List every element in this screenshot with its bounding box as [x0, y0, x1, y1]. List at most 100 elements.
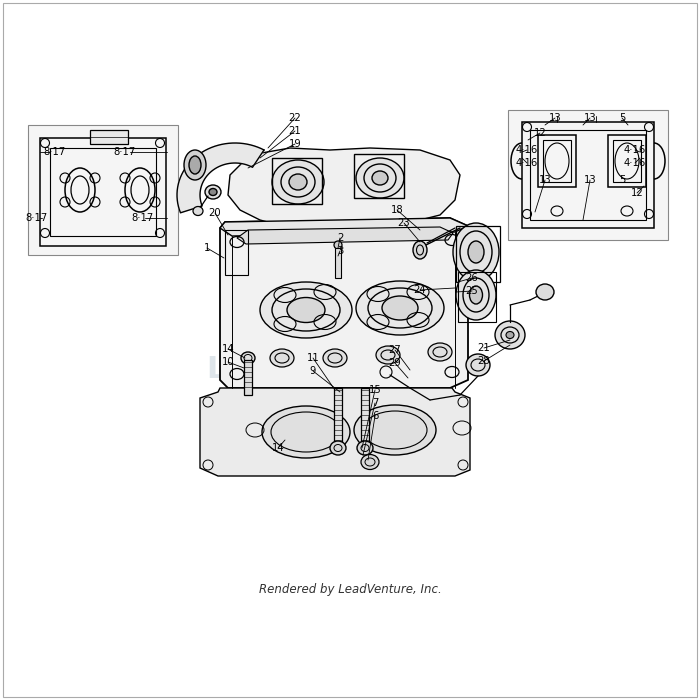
Ellipse shape — [453, 223, 499, 281]
Text: 22: 22 — [288, 113, 302, 123]
Ellipse shape — [506, 332, 514, 339]
Ellipse shape — [334, 241, 342, 249]
Bar — [608, 135, 646, 187]
Text: 13: 13 — [584, 175, 596, 185]
Text: 11: 11 — [307, 353, 319, 363]
Text: 27: 27 — [389, 345, 401, 355]
Text: 28: 28 — [477, 356, 490, 366]
Bar — [354, 154, 404, 198]
Text: 21: 21 — [477, 343, 491, 353]
Bar — [334, 388, 342, 446]
Text: 8·17: 8·17 — [44, 147, 66, 157]
Text: 9: 9 — [310, 366, 316, 376]
Text: 19: 19 — [288, 139, 302, 149]
Text: 4·16: 4·16 — [624, 158, 646, 168]
Text: 8·17: 8·17 — [25, 213, 47, 223]
Bar — [456, 226, 500, 282]
Bar — [458, 272, 496, 322]
Text: 12: 12 — [533, 128, 547, 138]
Text: LEADVENTURE: LEADVENTURE — [206, 356, 454, 384]
Text: 21: 21 — [288, 126, 302, 136]
Bar — [538, 135, 576, 187]
Text: 14: 14 — [222, 344, 235, 354]
Ellipse shape — [495, 321, 525, 349]
Ellipse shape — [189, 156, 201, 174]
Polygon shape — [220, 218, 468, 236]
Ellipse shape — [468, 241, 484, 263]
Ellipse shape — [456, 270, 496, 320]
Ellipse shape — [287, 298, 325, 323]
Bar — [28, 125, 178, 255]
Ellipse shape — [193, 206, 203, 216]
Polygon shape — [228, 148, 460, 230]
Text: 13: 13 — [549, 113, 561, 123]
Text: 4·16: 4·16 — [624, 145, 646, 155]
Polygon shape — [237, 227, 453, 244]
Bar — [543, 140, 571, 182]
Ellipse shape — [428, 343, 452, 361]
Bar — [508, 110, 668, 240]
Ellipse shape — [376, 346, 400, 364]
Ellipse shape — [260, 282, 352, 338]
Ellipse shape — [323, 349, 347, 367]
Text: 14: 14 — [272, 443, 284, 453]
Text: 12: 12 — [631, 188, 643, 198]
Text: 7: 7 — [372, 398, 378, 408]
Ellipse shape — [413, 241, 427, 259]
Text: 4·16: 4·16 — [516, 158, 538, 168]
Text: 24: 24 — [414, 285, 426, 295]
Ellipse shape — [330, 441, 346, 455]
Text: 13: 13 — [539, 175, 552, 185]
Text: 10: 10 — [222, 357, 235, 367]
Ellipse shape — [270, 349, 294, 367]
Ellipse shape — [372, 171, 388, 185]
Polygon shape — [220, 218, 468, 388]
Text: 8·17: 8·17 — [113, 147, 135, 157]
Bar — [522, 122, 654, 228]
Ellipse shape — [356, 158, 404, 198]
Polygon shape — [200, 388, 470, 476]
Bar — [361, 388, 369, 446]
Ellipse shape — [262, 406, 350, 458]
Text: Rendered by LeadVenture, Inc.: Rendered by LeadVenture, Inc. — [258, 584, 442, 596]
Bar — [40, 138, 166, 246]
Text: 25: 25 — [466, 286, 478, 296]
Text: 23: 23 — [398, 218, 410, 228]
Ellipse shape — [357, 441, 373, 455]
Bar — [244, 360, 252, 395]
Polygon shape — [177, 143, 264, 213]
Ellipse shape — [205, 185, 221, 199]
Text: 2: 2 — [337, 233, 343, 243]
Text: 8·17: 8·17 — [131, 213, 153, 223]
Ellipse shape — [382, 296, 418, 320]
Text: 5: 5 — [619, 175, 625, 185]
Text: 20: 20 — [209, 208, 221, 218]
Text: 3: 3 — [337, 246, 343, 256]
Ellipse shape — [470, 286, 482, 304]
Ellipse shape — [209, 188, 217, 195]
Bar — [272, 158, 322, 204]
Ellipse shape — [466, 354, 490, 376]
Bar — [335, 248, 341, 278]
Text: 6: 6 — [372, 411, 378, 421]
Text: 18: 18 — [391, 205, 403, 215]
Ellipse shape — [361, 454, 379, 470]
Ellipse shape — [356, 281, 444, 335]
Bar — [530, 130, 646, 220]
Ellipse shape — [354, 405, 436, 455]
Text: 26: 26 — [466, 273, 478, 283]
Ellipse shape — [289, 174, 307, 190]
Ellipse shape — [272, 160, 324, 204]
Ellipse shape — [536, 284, 554, 300]
Ellipse shape — [184, 150, 206, 180]
Text: 13: 13 — [584, 113, 596, 123]
Text: 29: 29 — [389, 358, 401, 368]
Ellipse shape — [241, 352, 255, 364]
Bar — [50, 148, 156, 236]
Text: 15: 15 — [369, 385, 382, 395]
Text: 4·16: 4·16 — [516, 145, 538, 155]
Text: 5: 5 — [619, 113, 625, 123]
Text: 1: 1 — [204, 243, 210, 253]
Bar — [613, 140, 641, 182]
Bar — [90, 130, 128, 144]
